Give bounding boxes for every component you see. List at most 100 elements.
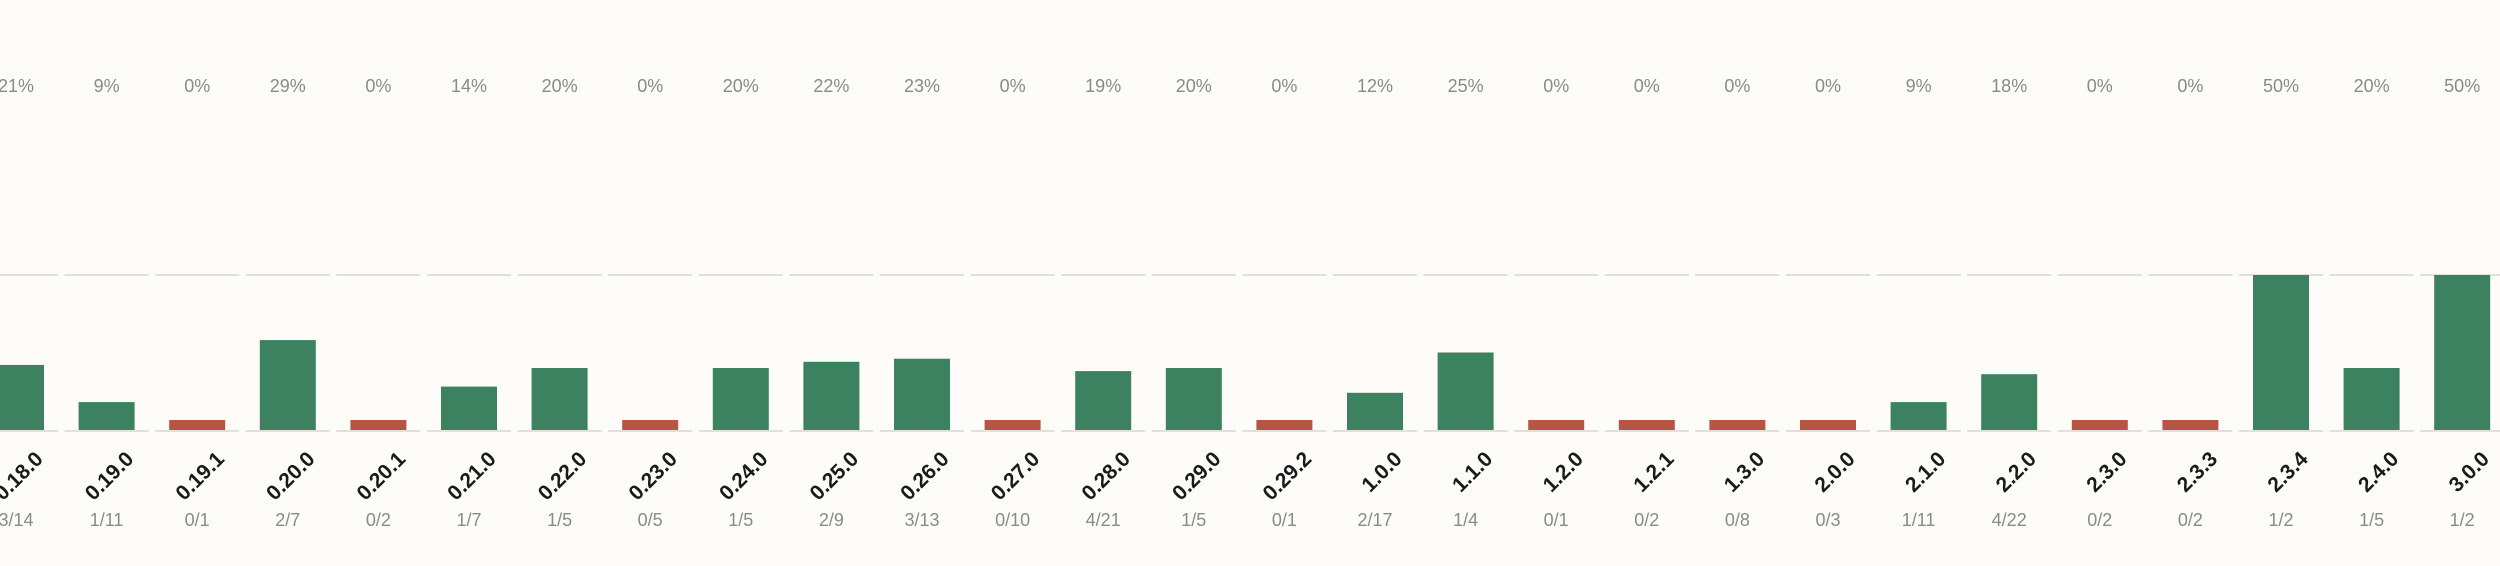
- count-label: 1/5: [728, 510, 753, 530]
- version-tick-label: 0.19.1: [171, 447, 229, 505]
- percent-label: 0%: [2177, 76, 2203, 96]
- bar: [1165, 368, 1222, 430]
- version-tick-label: 2.0.0: [1810, 447, 1859, 496]
- version-tick-label: 0.27.0: [987, 447, 1045, 505]
- bar: [2434, 275, 2491, 430]
- count-labels: 3/14 1/11 0/1 2/7 0/2 1/7 1/5 0/5 1/5 2/9 3/13 0/10…: [0, 510, 2475, 530]
- percent-label: 20%: [723, 76, 759, 96]
- percent-label: 22%: [813, 76, 849, 96]
- count-label: 0/3: [1815, 510, 1840, 530]
- bar: [1800, 420, 1856, 430]
- count-label: 0/1: [1272, 510, 1297, 530]
- version-tick-label: 0.19.0: [81, 447, 139, 505]
- percent-label: 20%: [542, 76, 578, 96]
- percent-label: 0%: [1815, 76, 1841, 96]
- bar: [259, 340, 316, 430]
- version-tick-label: 1.3.0: [1720, 447, 1769, 496]
- count-label: 0/1: [1544, 510, 1569, 530]
- bar: [2162, 420, 2219, 430]
- percent-label: 0%: [365, 76, 391, 96]
- version-tick-label: 2.2.0: [1992, 447, 2041, 496]
- bar: [350, 420, 407, 430]
- count-label: 4/21: [1086, 510, 1121, 530]
- version-tick-label: 3.0.0: [2445, 447, 2494, 496]
- version-tick-label: 2.3.0: [2082, 447, 2131, 496]
- percent-label: 9%: [94, 76, 120, 96]
- version-tick-label: 0.21.0: [443, 447, 501, 505]
- count-label: 1/4: [1453, 510, 1478, 530]
- version-tick-label: 2.3.4: [2263, 447, 2313, 497]
- percent-label: 14%: [451, 76, 487, 96]
- bar: [1981, 374, 2038, 430]
- version-tick-label: 0.23.0: [624, 447, 682, 505]
- version-tick-label: 1.2.1: [1629, 447, 1679, 497]
- count-label: 4/22: [1992, 510, 2027, 530]
- count-label: 0/2: [2178, 510, 2203, 530]
- version-tick-label: 2.1.0: [1901, 447, 1950, 496]
- percent-label: 0%: [637, 76, 663, 96]
- percent-label: 0%: [1000, 76, 1026, 96]
- percent-label: 0%: [184, 76, 210, 96]
- bar: [1528, 420, 1585, 430]
- version-tick-label: 0.20.1: [353, 447, 411, 505]
- bar: [1256, 420, 1313, 430]
- count-label: 0/10: [995, 510, 1030, 530]
- bar: [1709, 420, 1766, 430]
- version-tick-label: 2.4.0: [2354, 447, 2403, 496]
- bar: [1890, 402, 1947, 430]
- bar: [2253, 275, 2309, 430]
- version-tick-label: 1.2.0: [1539, 447, 1588, 496]
- percent-label: 25%: [1448, 76, 1484, 96]
- percent-label: 0%: [1271, 76, 1297, 96]
- count-label: 1/5: [547, 510, 572, 530]
- count-label: 0/5: [638, 510, 663, 530]
- bar: [1075, 371, 1132, 430]
- bar: [169, 420, 226, 430]
- percent-label: 50%: [2263, 76, 2299, 96]
- bar: [712, 368, 769, 430]
- count-label: 0/2: [366, 510, 391, 530]
- count-label: 1/11: [90, 510, 124, 530]
- count-label: 3/13: [904, 510, 939, 530]
- bar: [78, 402, 135, 430]
- bar: [2071, 420, 2128, 430]
- percent-label: 19%: [1085, 76, 1121, 96]
- version-tick-label: 2.3.3: [2173, 447, 2222, 496]
- bar: [894, 358, 950, 430]
- bar: [441, 386, 497, 430]
- percent-label: 29%: [270, 76, 306, 96]
- version-labels: 0.18.0 0.19.0 0.19.1 0.20.0 0.20.1 0.21.0 0.22…: [0, 447, 2494, 505]
- version-tick-label: 1.0.0: [1357, 447, 1406, 496]
- count-label: 0/8: [1725, 510, 1750, 530]
- bar: [1618, 420, 1675, 430]
- count-label: 3/14: [0, 510, 34, 530]
- reference-lines: [0, 274, 2500, 432]
- percent-label: 0%: [1724, 76, 1750, 96]
- bar: [622, 420, 679, 430]
- version-tick-label: 0.28.0: [1077, 447, 1135, 505]
- count-label: 0/1: [185, 510, 210, 530]
- percent-label: 20%: [1176, 76, 1212, 96]
- bar: [1347, 392, 1403, 430]
- count-label: 2/9: [819, 510, 844, 530]
- version-tick-label: 1.1.0: [1448, 447, 1497, 496]
- percent-label: 18%: [1991, 76, 2027, 96]
- count-label: 2/17: [1357, 510, 1392, 530]
- count-label: 2/7: [275, 510, 300, 530]
- percent-label: 23%: [904, 76, 940, 96]
- bar: [2343, 368, 2400, 430]
- count-label: 1/7: [456, 510, 481, 530]
- version-tick-label: 0.26.0: [896, 447, 954, 505]
- version-tick-label: 0.18.0: [0, 447, 48, 505]
- percent-label: 50%: [2444, 76, 2480, 96]
- bars: [0, 275, 2491, 430]
- count-label: 1/2: [2450, 510, 2475, 530]
- bar: [803, 361, 860, 430]
- count-label: 0/2: [2087, 510, 2112, 530]
- count-label: 0/2: [1634, 510, 1659, 530]
- bar: [984, 420, 1041, 430]
- bar: [0, 364, 44, 430]
- version-tick-label: 0.29.2: [1259, 447, 1317, 505]
- version-tick-label: 0.20.0: [262, 447, 320, 505]
